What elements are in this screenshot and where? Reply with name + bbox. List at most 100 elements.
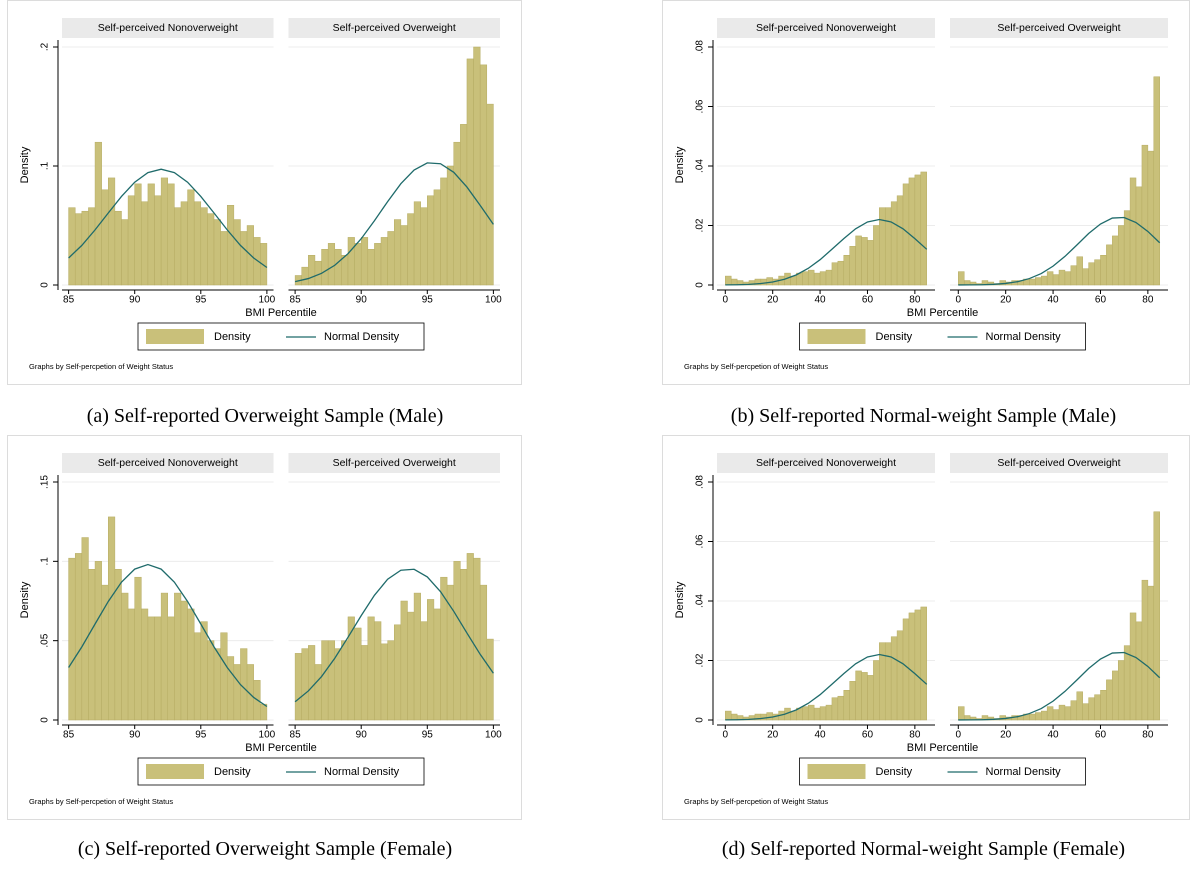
bar bbox=[453, 141, 461, 286]
x-tick-label: 20 bbox=[767, 730, 779, 741]
bar bbox=[94, 561, 102, 721]
bar bbox=[825, 704, 833, 721]
bar bbox=[1058, 269, 1066, 286]
bar bbox=[400, 600, 408, 721]
bar bbox=[374, 243, 382, 286]
bar bbox=[473, 46, 481, 286]
x-tick-label: 20 bbox=[1000, 295, 1012, 306]
bar bbox=[226, 656, 235, 721]
x-tick-label: 95 bbox=[422, 295, 434, 306]
caption: (a) Self-reported Overweight Sample (Mal… bbox=[86, 405, 444, 427]
y-axis-label: Density bbox=[674, 581, 686, 618]
bar bbox=[213, 648, 221, 721]
x-axis-label: BMI Percentile bbox=[907, 307, 979, 319]
bar bbox=[180, 600, 188, 721]
x-tick-label: 0 bbox=[956, 295, 962, 306]
bar bbox=[121, 219, 129, 286]
panel-header bbox=[950, 453, 1168, 473]
bar bbox=[1147, 150, 1155, 286]
bar bbox=[914, 174, 922, 286]
bar bbox=[334, 249, 342, 286]
note: Graphs by Self-percpetion of Weight Stat… bbox=[684, 362, 828, 371]
normal-curve bbox=[958, 651, 1161, 721]
bar bbox=[873, 660, 880, 721]
bar bbox=[884, 642, 892, 721]
legend-swatch bbox=[146, 329, 204, 344]
bar bbox=[374, 621, 382, 721]
bar bbox=[1070, 700, 1078, 721]
legend-label: Density bbox=[876, 331, 913, 343]
normal-curve bbox=[725, 218, 928, 286]
x-tick-label: 95 bbox=[195, 295, 207, 306]
bar bbox=[127, 195, 135, 286]
caption: (b) Self-reported Normal-weight Sample (… bbox=[730, 405, 1117, 427]
bar bbox=[837, 695, 845, 721]
x-tick-label: 0 bbox=[723, 295, 729, 306]
x-tick-label: 85 bbox=[63, 295, 75, 306]
bar bbox=[407, 611, 415, 721]
frame bbox=[7, 435, 522, 820]
note: Graphs by Self-percpetion of Weight Stat… bbox=[684, 797, 828, 806]
bar bbox=[440, 576, 448, 721]
bar bbox=[233, 664, 241, 721]
x-tick-label: 0 bbox=[723, 730, 729, 741]
bar bbox=[855, 670, 862, 721]
legend-swatch bbox=[807, 329, 866, 344]
bar bbox=[1076, 691, 1083, 721]
bar bbox=[807, 269, 815, 286]
bar bbox=[147, 183, 155, 286]
bar bbox=[896, 630, 904, 721]
bar bbox=[760, 278, 768, 286]
bar bbox=[327, 243, 336, 286]
x-axis-label: BMI Percentile bbox=[245, 742, 317, 754]
bar bbox=[213, 219, 221, 286]
bar bbox=[902, 618, 910, 721]
figure: 0 .1 .2 Density Self-perceived Nonoverweight… bbox=[7, 0, 522, 385]
legend-label: Normal Density bbox=[986, 766, 1062, 778]
bar bbox=[127, 608, 135, 721]
bar bbox=[354, 243, 362, 286]
bar bbox=[294, 653, 302, 721]
bar bbox=[308, 645, 316, 721]
bar bbox=[433, 608, 441, 721]
x-tick-label: 60 bbox=[862, 295, 874, 306]
bar bbox=[486, 103, 494, 286]
bar bbox=[68, 207, 76, 286]
x-tick-label: 100 bbox=[485, 730, 502, 741]
panel-title: Self-perceived Nonoverweight bbox=[98, 22, 238, 34]
bar bbox=[896, 195, 904, 286]
x-tick-label: 20 bbox=[1000, 730, 1012, 741]
y-tick-label: .02 bbox=[695, 653, 706, 667]
y-axis-label: Density bbox=[19, 146, 31, 183]
bar bbox=[314, 664, 322, 721]
bar bbox=[1112, 670, 1119, 721]
x-tick-label: 95 bbox=[195, 730, 207, 741]
y-tick-label: .04 bbox=[695, 594, 706, 608]
bar bbox=[387, 640, 395, 721]
bar bbox=[849, 246, 856, 286]
figure: 0 .02 .04 .06 .08 Density Self-perceived Nonov… bbox=[662, 435, 1190, 820]
bar bbox=[101, 189, 109, 286]
bar bbox=[861, 237, 868, 286]
bar bbox=[180, 201, 188, 286]
x-tick-label: 80 bbox=[1142, 730, 1154, 741]
bar bbox=[301, 266, 309, 286]
bar bbox=[958, 706, 965, 721]
bar bbox=[240, 231, 248, 286]
bar bbox=[380, 643, 388, 721]
legend-label: Density bbox=[214, 331, 251, 343]
bar bbox=[1076, 256, 1083, 286]
bar bbox=[334, 648, 342, 721]
y-axis-label: Density bbox=[19, 581, 31, 618]
normal-curve bbox=[294, 568, 494, 703]
legend-label: Density bbox=[214, 766, 251, 778]
bar bbox=[920, 171, 927, 286]
bar bbox=[825, 269, 833, 286]
x-tick-label: 90 bbox=[356, 730, 368, 741]
bar bbox=[360, 237, 369, 286]
bar bbox=[908, 177, 916, 286]
bar bbox=[308, 255, 316, 286]
x-tick-label: 100 bbox=[259, 295, 276, 306]
bar bbox=[1046, 271, 1054, 286]
